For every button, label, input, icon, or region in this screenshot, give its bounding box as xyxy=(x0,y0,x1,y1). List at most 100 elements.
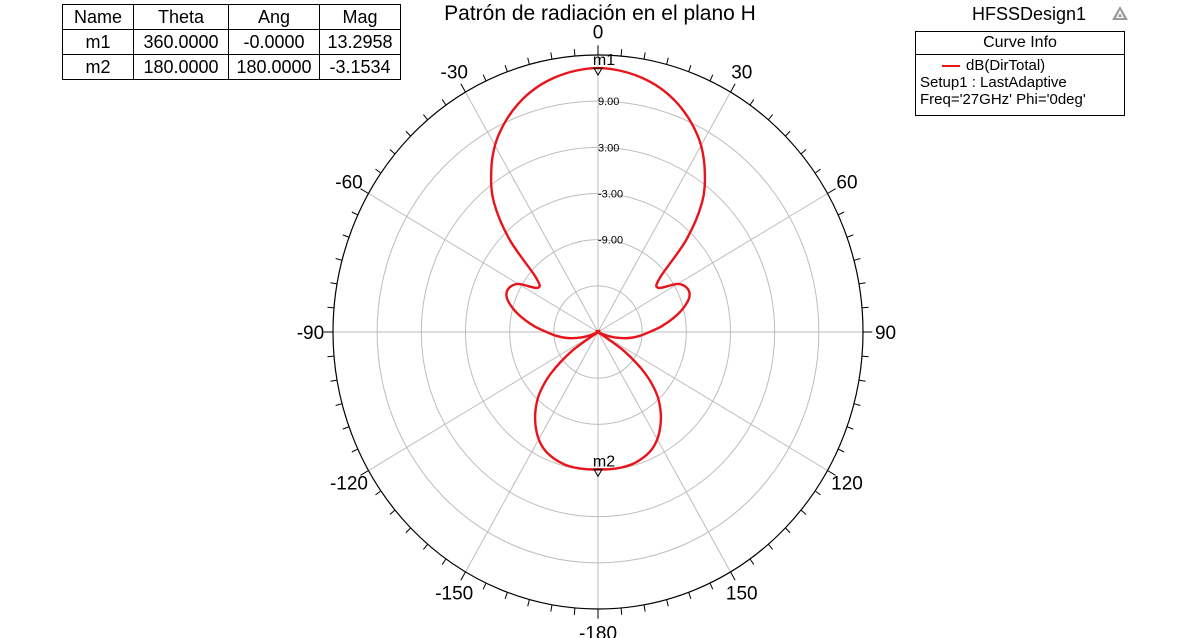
outer-tick xyxy=(837,211,845,216)
ansys-logo-icon xyxy=(1112,6,1128,20)
outer-tick xyxy=(405,130,411,137)
angle-tick-label: -90 xyxy=(297,323,324,344)
legend-freq-line: Freq='27GHz' Phi='0deg' xyxy=(920,91,1086,108)
grid-spoke xyxy=(465,331,599,573)
outer-tick xyxy=(861,306,869,309)
outer-tick xyxy=(767,543,773,550)
polar-grid xyxy=(323,45,873,619)
outer-tick xyxy=(858,282,866,285)
marker-triangle xyxy=(593,468,603,478)
angle-tick-label: 60 xyxy=(836,173,857,194)
outer-tick xyxy=(550,604,553,612)
design-name: HFSSDesign1 xyxy=(972,4,1087,24)
legend-series-label: dB(DirTotal) xyxy=(966,57,1046,74)
grid-spoke xyxy=(368,331,599,471)
outer-tick xyxy=(460,571,466,581)
outer-tick xyxy=(482,582,487,590)
grid-spoke xyxy=(368,193,599,333)
marker-name-cell: m1 xyxy=(62,29,134,55)
outer-tick xyxy=(853,258,861,261)
outer-tick xyxy=(389,149,396,155)
outer-tick xyxy=(342,426,350,430)
outer-tick xyxy=(666,57,669,65)
outer-tick xyxy=(423,543,429,550)
grid-spoke xyxy=(597,331,731,573)
outer-tick xyxy=(749,99,755,106)
radial-tick-label: -3.00 xyxy=(598,189,623,201)
column-name-header: Name xyxy=(62,4,134,30)
outer-tick xyxy=(643,604,646,612)
legend-series-row: dB(DirTotal) xyxy=(916,57,1124,74)
table-row: m2 180.0000 180.0000 -3.1534 xyxy=(62,54,401,80)
outer-tick xyxy=(730,571,736,581)
angle-tick-label: 30 xyxy=(731,63,752,84)
outer-tick xyxy=(360,470,369,476)
outer-tick xyxy=(327,355,335,358)
marker-theta-cell: 360.0000 xyxy=(133,29,229,55)
outer-tick xyxy=(730,83,736,93)
outer-tick xyxy=(335,403,343,406)
marker-triangle xyxy=(593,67,603,77)
angle-tick-label: -30 xyxy=(441,63,468,84)
radial-tick-label: -9.00 xyxy=(598,235,623,247)
marker-label: m2 xyxy=(593,453,615,470)
outer-tick xyxy=(375,168,382,174)
angle-tick-label: -180 xyxy=(579,624,617,638)
outer-tick xyxy=(846,426,854,430)
outer-tick xyxy=(861,355,869,358)
marker-label: m1 xyxy=(593,52,615,69)
outer-tick xyxy=(749,558,755,565)
angle-tick-label: 0 xyxy=(593,22,604,43)
marker-ang-cell: -0.0000 xyxy=(228,29,320,55)
angle-tick-label: 90 xyxy=(875,323,896,344)
grid-spoke xyxy=(465,91,599,333)
outer-tick xyxy=(482,74,487,82)
outer-tick xyxy=(351,448,359,453)
radial-tick-label: 9.00 xyxy=(598,96,619,108)
outer-tick xyxy=(643,52,646,60)
marker-name-cell: m2 xyxy=(62,54,134,80)
grid-spoke xyxy=(597,91,731,333)
outer-tick xyxy=(441,99,447,106)
outer-tick xyxy=(423,114,429,121)
outer-tick xyxy=(504,592,508,599)
outer-tick xyxy=(846,234,854,238)
angle-tick-label: 120 xyxy=(831,473,863,494)
outer-tick xyxy=(441,558,447,565)
outer-tick xyxy=(814,168,821,174)
table-row: m1 360.0000 -0.0000 13.2958 xyxy=(62,29,401,55)
grid-spoke xyxy=(597,193,828,333)
outer-tick xyxy=(666,599,669,607)
outer-tick xyxy=(375,490,382,496)
outer-tick xyxy=(709,74,714,82)
outer-tick xyxy=(330,282,338,285)
outer-tick xyxy=(827,188,836,194)
legend-setup-line: Setup1 : LastAdaptive xyxy=(920,74,1067,91)
outer-tick xyxy=(785,527,791,534)
outer-tick xyxy=(837,448,845,453)
angle-tick-label: -60 xyxy=(335,173,362,194)
radial-tick-label: 3.00 xyxy=(598,142,619,154)
outer-tick xyxy=(573,607,576,615)
grid-spoke xyxy=(597,331,828,471)
outer-tick xyxy=(342,234,350,238)
outer-tick xyxy=(327,306,335,309)
marker-table-header: Name Theta Ang Mag xyxy=(62,4,401,30)
outer-tick xyxy=(527,599,530,607)
outer-tick xyxy=(800,509,807,515)
outer-tick xyxy=(827,470,836,476)
column-theta-header: Theta xyxy=(133,4,229,30)
outer-tick xyxy=(620,49,623,57)
legend-swatch xyxy=(942,64,960,67)
outer-tick xyxy=(709,582,714,590)
outer-tick xyxy=(573,49,576,57)
outer-tick xyxy=(688,65,692,72)
column-mag-header: Mag xyxy=(319,4,401,30)
column-ang-header: Ang xyxy=(228,4,320,30)
outer-tick xyxy=(527,57,530,65)
outer-tick xyxy=(858,379,866,382)
outer-tick xyxy=(330,379,338,382)
outer-tick xyxy=(814,490,821,496)
angle-tick-label: 150 xyxy=(726,583,758,604)
